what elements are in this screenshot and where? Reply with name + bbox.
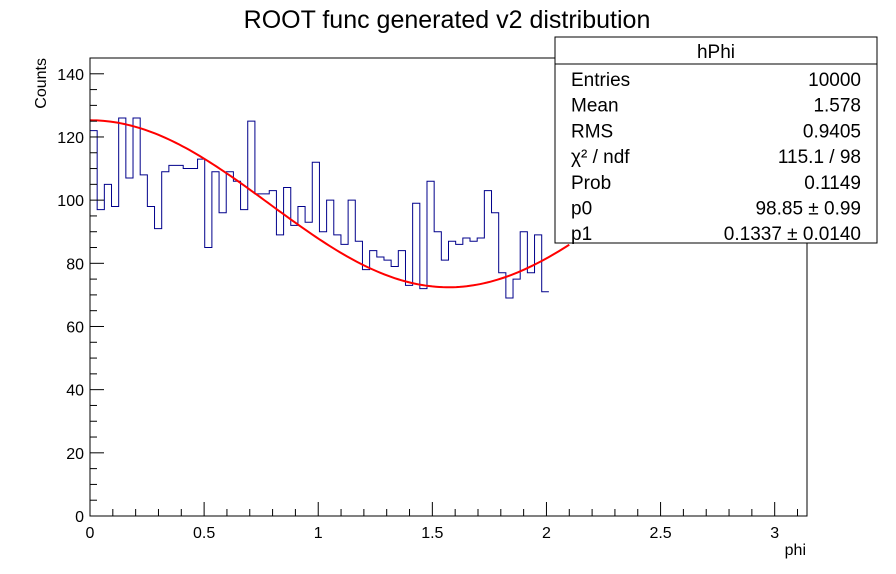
- plot-area: [89, 117, 570, 516]
- stats-box-frame: [554, 36, 878, 244]
- stats-row-label: Mean: [571, 96, 619, 117]
- stats-row-value: 98.85 ± 0.99: [755, 199, 861, 220]
- y-tick-label: 20: [66, 446, 84, 463]
- y-tick-label: 60: [66, 319, 84, 336]
- stats-row-label: p0: [571, 199, 592, 220]
- x-tick-label: 2: [542, 525, 551, 542]
- stats-row-value: 10000: [808, 70, 861, 91]
- x-tick-label: 1: [314, 525, 323, 542]
- y-tick-label: 120: [57, 130, 84, 147]
- axes: 0 0.5 1 1.5 2 2.5 3 0 20 40 60 80 100 120 140: [57, 57, 799, 542]
- fit-curve: [89, 119, 570, 289]
- y-axis-title: Counts: [33, 58, 50, 109]
- stats-row-value: 0.9405: [803, 121, 861, 142]
- stats-row-value: 0.1149: [804, 173, 861, 194]
- stats-row-label: χ² / ndf: [571, 147, 630, 168]
- x-tick-label: 0.5: [193, 525, 215, 542]
- chart-title: ROOT func generated v2 distribution: [244, 6, 651, 34]
- stats-row-value: 115.1 / 98: [778, 147, 861, 168]
- stats-row-label: p1: [571, 224, 592, 245]
- stats-box: hPhi Entries 10000 Mean 1.578 RMS 0.9405 χ² / …: [554, 36, 878, 245]
- y-tick-label: 140: [57, 67, 84, 84]
- y-tick-label: 100: [57, 193, 84, 210]
- plot-frame: [89, 57, 808, 517]
- stats-row-label: RMS: [571, 121, 613, 142]
- x-tick-label: 0: [86, 525, 95, 542]
- y-tick-label: 80: [66, 256, 84, 273]
- x-axis-title: phi: [785, 542, 806, 559]
- stats-box-title: hPhi: [697, 42, 735, 63]
- y-tick-label: 0: [75, 509, 84, 526]
- stats-row-label: Entries: [571, 70, 630, 91]
- y-tick-label: 40: [66, 383, 84, 400]
- stats-row-value: 0.1337 ± 0.0140: [724, 224, 861, 245]
- x-tick-label: 3: [770, 525, 779, 542]
- x-tick-label: 1.5: [421, 525, 443, 542]
- histogram-series: [89, 117, 549, 516]
- stats-row-value: 1.578: [813, 96, 861, 117]
- x-tick-label: 2.5: [649, 525, 671, 542]
- stats-row-label: Prob: [571, 173, 611, 194]
